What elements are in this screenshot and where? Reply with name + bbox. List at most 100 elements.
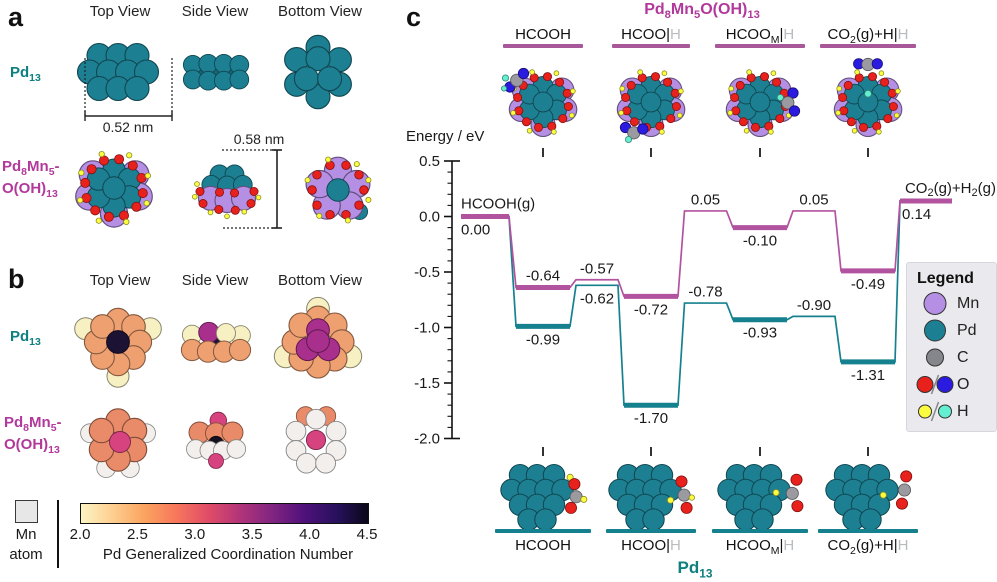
top-state-underline [715, 44, 805, 48]
bottom-state-underline [712, 529, 808, 533]
column-tick-marks [650, 148, 652, 456]
top-state-label: HCOOH [515, 26, 571, 43]
bottom-state-label: HCOOH [515, 537, 571, 554]
panel-c-bottom-title: Pd13 [677, 558, 713, 581]
panel-a-row1-label: Pd13 [10, 64, 41, 84]
panel-a-header-top: Top View [89, 3, 151, 20]
energy-value-label: -0.72 [634, 301, 668, 318]
panel-a-header-side: Side View [181, 3, 249, 20]
legend-entry-label: C [957, 348, 969, 366]
pd13-state-image [500, 464, 588, 531]
panel-c-label: c [406, 2, 422, 32]
column-tick-marks [542, 148, 544, 456]
legend-entry-h: H [913, 398, 996, 425]
bottom-state-label: HCOO|H [621, 537, 681, 554]
bottom-state-underline [495, 529, 591, 533]
pd13-state-image [717, 464, 804, 531]
energy-value-label: -0.99 [526, 331, 560, 348]
energy-value-label: 0.00 [461, 222, 490, 239]
legend-rows: Mn Pd C O H [907, 290, 996, 425]
panel-b-header-side: Side View [181, 272, 249, 289]
legend-entry-label: H [957, 402, 969, 420]
column-tick-marks [759, 148, 761, 456]
colorbar-divider [57, 500, 59, 568]
gcn-tick-label: 4.5 [356, 526, 378, 543]
pd13-state-image [608, 464, 695, 531]
barrier-value-label: -0.90 [797, 297, 831, 314]
top-state-underline [612, 44, 690, 48]
legend-entry-pd: Pd [913, 317, 996, 344]
top-state-label: HCOOM|H [725, 26, 795, 46]
c-atom-icon [926, 348, 944, 367]
gcn-tick-label: 2.5 [126, 526, 148, 543]
mn-atom-label-line2: atom [9, 546, 43, 563]
energy-profile-chart: 0.5 0.0 -0.5 -1.0 -1.5 -2.0 -0.99 -1.70 -0.93 -1.… [414, 153, 996, 448]
barrier-value-label: 0.05 [799, 191, 828, 208]
gcn-pd8mn5-bottom-view-image [285, 406, 347, 474]
panel-b-header-bottom: Bottom View [278, 272, 362, 289]
column-tick-marks [867, 148, 869, 456]
pd8mn5-bottom-view-image [304, 156, 372, 224]
gcn-pd8mn5-side-view-image [186, 411, 247, 469]
barrier-value-label: -0.57 [580, 260, 614, 277]
pd-atom-icon [924, 319, 946, 342]
energy-value-label: -1.31 [851, 367, 885, 384]
panel-b-row2-label-line1: Pd8Mn5- [4, 414, 62, 434]
mn-atom-label-line1: Mn [15, 526, 37, 543]
bottom-state-label: HCOOM|H [725, 537, 795, 557]
pd8mn5-state-image [725, 69, 801, 138]
pd13-side-view-image [182, 53, 250, 91]
top-state-label: HCOO|H [621, 26, 681, 43]
energy-value-label: -0.64 [526, 268, 560, 285]
legend-title: Legend [917, 270, 974, 287]
y-tick-label: 0.0 [419, 209, 440, 226]
measurement-annotations [84, 58, 282, 229]
final-state-label: CO2(g)+H2(g) [905, 180, 996, 199]
legend-box: Legend Mn Pd C O H [906, 262, 997, 432]
legend-entry-mn: Mn [913, 290, 996, 317]
legend-entry-label: Mn [957, 294, 980, 312]
gcn-colorbar-caption: Pd Generalized Coordination Number [102, 546, 354, 563]
y-tick-label: 0.5 [419, 153, 440, 170]
barrier-value-label: -0.78 [688, 284, 722, 301]
panel-a-label: a [8, 2, 24, 32]
pd8mn5-side-view-image [192, 164, 262, 220]
mn-atom-icon [923, 292, 947, 315]
energy-value-label: -0.93 [743, 325, 777, 342]
gcn-pd13-top-view-image [74, 307, 162, 388]
pd13-top-view-image [76, 42, 160, 102]
pd8mn5-state-image [500, 67, 578, 138]
panel-a-row2-label-line1: Pd8Mn5- [2, 158, 60, 178]
gcn-pd13-side-view-image [180, 321, 252, 363]
panel-b-row1-label: Pd13 [10, 328, 41, 348]
top-state-underline [820, 44, 916, 48]
y-tick-label: -1.0 [414, 320, 440, 337]
gcn-colorbar [80, 503, 369, 524]
gcn-pd13-bottom-view-image [273, 296, 363, 379]
bottom-state-underline [818, 529, 918, 533]
pd8mn5-state-image [616, 69, 686, 143]
top-state-label: CO2(g)+H|H [827, 26, 909, 46]
pd13-bottom-view-image [284, 34, 352, 110]
gcn-tick-label: 2.0 [69, 526, 91, 543]
energy-value-label: -0.49 [851, 276, 885, 293]
width-measurement-label: 0.52 nm [102, 119, 154, 135]
legend-entry-label: O [957, 375, 970, 393]
gcn-pd8mn5-top-view-image [80, 408, 156, 478]
barrier-value-label: 0.05 [691, 191, 720, 208]
gcn-tick-label: 3.5 [241, 526, 263, 543]
initial-state-label: HCOOH(g) [461, 196, 535, 213]
y-tick-label: -1.5 [414, 375, 440, 392]
panel-b-header-top: Top View [89, 272, 151, 289]
y-tick-label: -2.0 [414, 431, 440, 448]
panel-a-header-bottom: Bottom View [278, 3, 362, 20]
barrier-value-label: -0.62 [580, 290, 614, 307]
panel-c-top-title: Pd8Mn5O(OH)13 [644, 1, 760, 22]
energy-value-label: 0.14 [902, 206, 931, 223]
energy-value-label: -0.10 [743, 233, 777, 250]
pd8mn5-state-image [833, 57, 903, 138]
legend-entry-label: Pd [957, 321, 977, 339]
h-atom-icon [918, 401, 952, 422]
